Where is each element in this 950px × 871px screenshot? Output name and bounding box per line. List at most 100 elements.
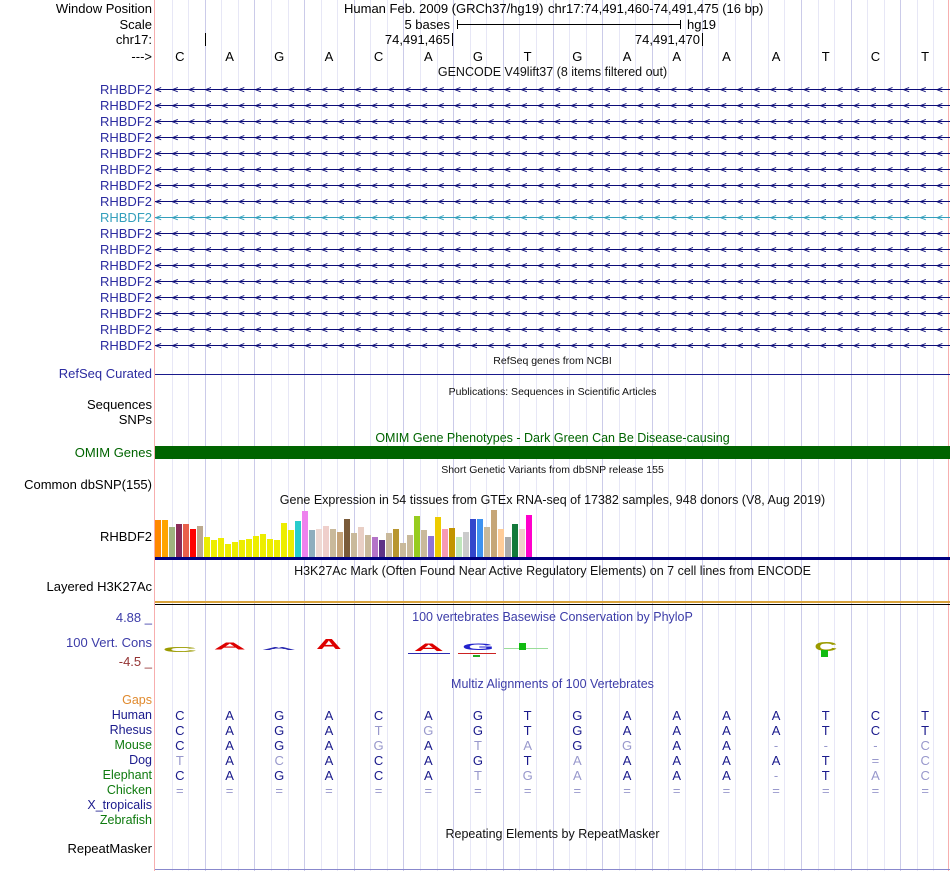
h3k27ac-title[interactable]: H3K27Ac Mark (Often Found Near Active Re… (294, 564, 811, 578)
multiz-species-label[interactable]: Chicken (106, 783, 152, 797)
multiz-species-label[interactable]: Dog (129, 753, 152, 767)
gencode-transcript-row[interactable]: RHBDF2 <<<<<<<<<<<<<<<<<<<<<<<<<<<<<<<<<<… (0, 161, 950, 177)
alignment-base: A (324, 708, 334, 723)
gencode-transcript-label[interactable]: RHBDF2 (99, 82, 152, 97)
alignment-base: C (920, 768, 930, 783)
gencode-transcript-label[interactable]: RHBDF2 (99, 146, 152, 161)
alignment-base: T (821, 708, 830, 723)
multiz-row-gaps[interactable]: Gaps (0, 693, 950, 708)
multiz-row-dog[interactable]: Dog T A C A C A G T A A A A A T = C (0, 753, 950, 768)
conservation-letter: G (461, 643, 495, 653)
common-dbsnp-label[interactable]: Common dbSNP(155) (24, 477, 152, 492)
gencode-transcript-row[interactable]: RHBDF2 <<<<<<<<<<<<<<<<<<<<<<<<<<<<<<<<<<… (0, 289, 950, 305)
gencode-transcript-label[interactable]: RHBDF2 (99, 306, 152, 321)
multiz-row-rhesus[interactable]: Rhesus C A G A T G G T G A A A A T C T (0, 723, 950, 738)
gencode-transcript-row[interactable]: RHBDF2 <<<<<<<<<<<<<<<<<<<<<<<<<<<<<<<<<<… (0, 257, 950, 273)
gridline (287, 0, 289, 871)
gencode-transcript-label[interactable]: RHBDF2 (99, 242, 152, 257)
dbsnp-title[interactable]: Short Genetic Variants from dbSNP releas… (441, 464, 664, 476)
conservation-letter: A (316, 636, 342, 653)
refseq-title[interactable]: RefSeq genes from NCBI (493, 355, 612, 367)
gencode-transcript-row[interactable]: RHBDF2 <<<<<<<<<<<<<<<<<<<<<<<<<<<<<<<<<<… (0, 321, 950, 337)
alignment-base: A (225, 768, 234, 783)
gencode-transcript-row[interactable]: RHBDF2 <<<<<<<<<<<<<<<<<<<<<<<<<<<<<<<<<<… (0, 145, 950, 161)
multiz-species-label[interactable]: Mouse (114, 738, 152, 752)
phylop-min-label: -4.5 _ (118, 654, 152, 669)
gencode-transcript-row[interactable]: RHBDF2 <<<<<<<<<<<<<<<<<<<<<<<<<<<<<<<<<<… (0, 225, 950, 241)
gridline (502, 0, 504, 871)
gtex-tissue-bar (344, 519, 350, 557)
repeatmasker-title[interactable]: Repeating Elements by RepeatMasker (445, 827, 660, 841)
omim-genes-label[interactable]: OMIM Genes (74, 445, 152, 460)
gencode-transcript-label[interactable]: RHBDF2 (99, 130, 152, 145)
gencode-transcript-label[interactable]: RHBDF2 (99, 98, 152, 113)
gencode-transcript-label[interactable]: RHBDF2 (99, 226, 152, 241)
refseq-curated-line[interactable] (155, 374, 950, 375)
gtex-title[interactable]: Gene Expression in 54 tissues from GTEx … (279, 493, 826, 507)
gtex-tissue-bar (428, 536, 434, 557)
gencode-transcript-label[interactable]: RHBDF2 (99, 162, 152, 177)
multiz-species-label[interactable]: Rhesus (109, 723, 152, 737)
gtex-tissue-bar (442, 529, 448, 557)
gencode-transcript-label[interactable]: RHBDF2 (99, 274, 152, 289)
multiz-row-elephant[interactable]: Elephant C A G A C A T G A A A A - T A C (0, 768, 950, 783)
phylop-title[interactable]: 100 vertebrates Basewise Conservation by… (412, 610, 693, 624)
publications-snps-label[interactable]: SNPs (118, 412, 152, 427)
gencode-transcript-row[interactable]: RHBDF2 <<<<<<<<<<<<<<<<<<<<<<<<<<<<<<<<<<… (0, 337, 950, 353)
omim-title[interactable]: OMIM Gene Phenotypes - Dark Green Can Be… (375, 431, 730, 445)
multiz-species-label[interactable]: Zebrafish (99, 813, 152, 827)
repeatmasker-label[interactable]: RepeatMasker (67, 841, 152, 856)
alignment-base: A (622, 753, 632, 768)
gencode-transcript-row[interactable]: RHBDF2 <<<<<<<<<<<<<<<<<<<<<<<<<<<<<<<<<<… (0, 305, 950, 321)
gencode-transcript-label[interactable]: RHBDF2 (99, 210, 152, 225)
transcript-line (155, 89, 950, 90)
omim-gene-bar[interactable] (155, 446, 950, 459)
multiz-row-human[interactable]: Human C A G A C A G T G A A A A T C T (0, 708, 950, 723)
multiz-row-mouse[interactable]: Mouse C A G A G A T A G G A A - - - C (0, 738, 950, 753)
gencode-transcript-label[interactable]: RHBDF2 (99, 322, 152, 337)
gencode-transcript-label[interactable]: RHBDF2 (99, 338, 152, 353)
multiz-species-label[interactable]: Gaps (122, 693, 152, 707)
h3k27ac-baseline[interactable] (155, 601, 950, 603)
multiz-species-label[interactable]: Human (111, 708, 152, 722)
publications-sequences-label[interactable]: Sequences (86, 397, 152, 412)
alignment-base: A (225, 753, 234, 768)
gencode-transcript-row[interactable]: RHBDF2 <<<<<<<<<<<<<<<<<<<<<<<<<<<<<<<<<<… (0, 81, 950, 97)
transcript-direction-arrows: <<<<<<<<<<<<<<<<<<<<<<<<<<<<<<<<<<<<<<<<… (155, 147, 950, 160)
gencode-transcript-row[interactable]: RHBDF2 <<<<<<<<<<<<<<<<<<<<<<<<<<<<<<<<<<… (0, 177, 950, 193)
alignment-base: A (324, 753, 334, 768)
multiz-title[interactable]: Multiz Alignments of 100 Vertebrates (451, 677, 654, 691)
gencode-transcript-row[interactable]: RHBDF2 <<<<<<<<<<<<<<<<<<<<<<<<<<<<<<<<<<… (0, 113, 950, 129)
alignment-base: G (274, 723, 285, 738)
gencode-transcript-label[interactable]: RHBDF2 (99, 194, 152, 209)
position-title: chr17:74,491,460-74,491,475 (16 bp) (548, 1, 764, 16)
layered-h3k27ac-label[interactable]: Layered H3K27Ac (46, 579, 152, 594)
gencode-transcript-label[interactable]: RHBDF2 (99, 290, 152, 305)
multiz-row-x_tropicalis[interactable]: X_tropicalis (0, 798, 950, 813)
gtex-gene-label[interactable]: RHBDF2 (99, 529, 152, 544)
gencode-transcript-row[interactable]: RHBDF2 <<<<<<<<<<<<<<<<<<<<<<<<<<<<<<<<<<… (0, 97, 950, 113)
gencode-transcript-row[interactable]: RHBDF2 <<<<<<<<<<<<<<<<<<<<<<<<<<<<<<<<<<… (0, 241, 950, 257)
gencode-transcript-row[interactable]: RHBDF2 <<<<<<<<<<<<<<<<<<<<<<<<<<<<<<<<<<… (0, 273, 950, 289)
vert-cons-label[interactable]: 100 Vert. Cons (66, 635, 152, 650)
gencode-transcript-label[interactable]: RHBDF2 (99, 114, 152, 129)
gridline (469, 0, 471, 871)
multiz-species-label[interactable]: Elephant (102, 768, 152, 782)
gencode-title[interactable]: GENCODE V49lift37 (8 items filtered out) (437, 65, 668, 79)
publications-title[interactable]: Publications: Sequences in Scientific Ar… (448, 386, 657, 398)
gencode-transcript-label[interactable]: RHBDF2 (99, 258, 152, 273)
multiz-row-chicken[interactable]: Chicken = = = = = = = = = = = = = = = = (0, 783, 950, 798)
refseq-curated-label[interactable]: RefSeq Curated (58, 366, 152, 381)
ruler-tick (702, 33, 703, 46)
gridline (353, 0, 355, 871)
gridline (734, 0, 736, 871)
multiz-species-label[interactable]: X_tropicalis (87, 798, 152, 812)
gtex-tissue-bar (246, 539, 252, 557)
gencode-transcript-label[interactable]: RHBDF2 (99, 178, 152, 193)
gtex-tissue-bar (183, 524, 189, 557)
gencode-transcript-row[interactable]: RHBDF2 <<<<<<<<<<<<<<<<<<<<<<<<<<<<<<<<<<… (0, 193, 950, 209)
multiz-row-zebrafish[interactable]: Zebrafish (0, 813, 950, 828)
gencode-transcript-row[interactable]: RHBDF2 <<<<<<<<<<<<<<<<<<<<<<<<<<<<<<<<<<… (0, 129, 950, 145)
gencode-transcript-row[interactable]: RHBDF2 <<<<<<<<<<<<<<<<<<<<<<<<<<<<<<<<<<… (0, 209, 950, 225)
alignment-base: A (324, 768, 334, 783)
